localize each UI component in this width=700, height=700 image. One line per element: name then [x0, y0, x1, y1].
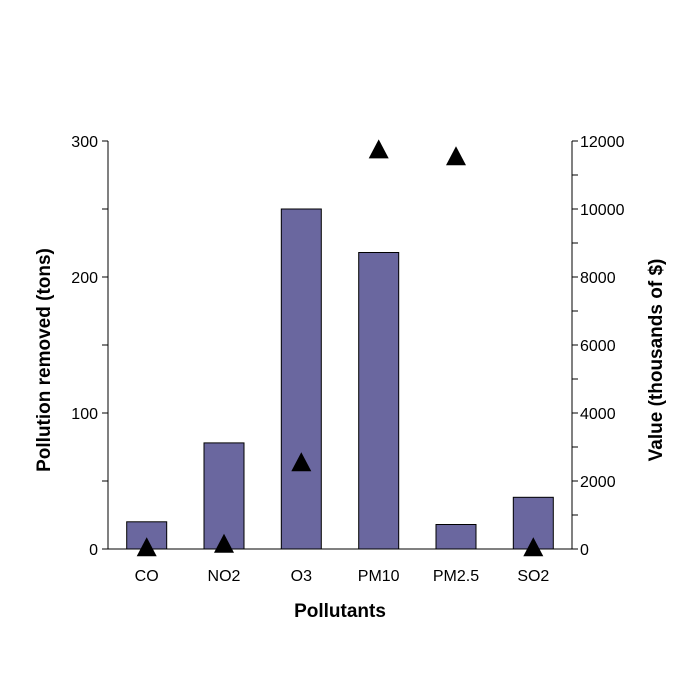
x-axis-title: Pollutants [294, 601, 386, 622]
y2-tick-label: 4000 [580, 406, 616, 423]
x-tick-label: SO2 [517, 568, 549, 585]
bars-layer [126, 208, 554, 550]
marker-pm25 [446, 146, 466, 166]
y2-tick-label: 2000 [580, 474, 616, 491]
x-tick-label: CO [135, 568, 159, 585]
y2-tick-label: 10000 [580, 202, 625, 219]
y2-tick-label: 8000 [580, 270, 616, 287]
marker-co [136, 537, 157, 557]
y-axis-title: Pollution removed (tons) [34, 248, 55, 472]
bar-o3 [280, 208, 322, 550]
y2-tick-label: 12000 [580, 134, 625, 151]
marker-so2 [523, 537, 544, 557]
markers-layer [136, 139, 544, 557]
x-tick-label: NO2 [208, 568, 241, 585]
x-tick-label: PM10 [358, 568, 400, 585]
y-tick-label: 100 [71, 406, 98, 423]
marker-pm10 [368, 139, 389, 159]
axes-layer: 0 100 200 300 0 2000 4000 6000 8000 10000 12000 CO N… [71, 134, 624, 585]
y-tick-label: 200 [71, 270, 98, 287]
y-tick-label: 0 [89, 542, 98, 559]
bar-no2 [203, 442, 245, 550]
y2-tick-label: 0 [580, 542, 589, 559]
marker-no2 [214, 533, 234, 553]
y2-axis-title: Value (thousands of $) [646, 259, 667, 462]
y2-tick-label: 6000 [580, 338, 616, 355]
marker-o3 [291, 452, 312, 472]
y-tick-label: 300 [71, 134, 98, 151]
bar-pm25 [435, 524, 477, 550]
bar-pm10 [358, 252, 400, 550]
x-tick-label: PM2.5 [433, 568, 479, 585]
x-tick-label: O3 [291, 568, 312, 585]
